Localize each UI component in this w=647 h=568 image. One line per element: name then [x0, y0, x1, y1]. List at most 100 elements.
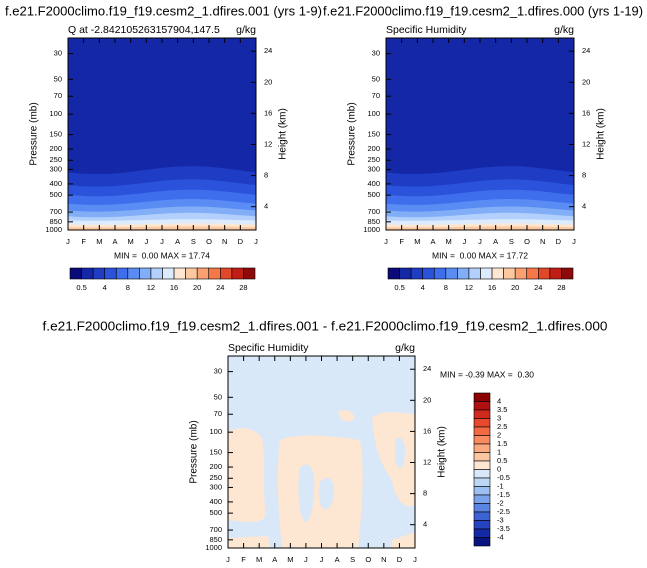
colorbar-label: 20	[193, 283, 201, 292]
contour-region	[228, 536, 270, 548]
colorbar-box	[399, 267, 412, 280]
colorbar-box	[92, 267, 105, 280]
x-tick-label: N	[381, 555, 386, 564]
y-tick-label: 300	[49, 164, 62, 173]
y2-tick-label: 20	[264, 77, 272, 86]
colorbar-label: -2	[497, 498, 504, 507]
x-tick-label: D	[556, 237, 562, 246]
colorbar-box	[514, 267, 528, 280]
colorbar-box	[473, 520, 491, 530]
colorbar-box	[115, 267, 129, 280]
chart-title: f.e21.F2000climo.f19_f19.cesm2_1.dfires.…	[323, 3, 643, 18]
x-tick-label: A	[493, 237, 498, 246]
y2-tick-label: 16	[264, 108, 272, 117]
x-tick-label: D	[397, 555, 403, 564]
colorbar-box	[410, 267, 423, 280]
x-tick-label: O	[524, 237, 530, 246]
x-tick-label: M	[287, 555, 293, 564]
x-tick-label: M	[96, 237, 102, 246]
y2-tick-label: 16	[423, 426, 431, 435]
x-tick-label: S	[350, 555, 355, 564]
x-tick-label: F	[399, 237, 404, 246]
y-tick-label: 70	[54, 91, 62, 100]
colorbar-box	[473, 503, 491, 513]
colorbar-label: -2.5	[497, 507, 510, 516]
y-tick-label: 500	[367, 190, 380, 199]
x-tick-label: A	[175, 237, 180, 246]
colorbar-box	[220, 267, 233, 280]
subtitle-left: Specific Humidity	[386, 24, 467, 36]
plot-fill	[68, 38, 256, 230]
colorbar-label: -4	[497, 532, 504, 541]
colorbar-box	[387, 267, 400, 280]
y-tick-label: 400	[49, 179, 62, 188]
y2-tick-label: 8	[423, 489, 427, 498]
colorbar-box	[473, 486, 491, 496]
y-tick-label: 850	[367, 217, 380, 226]
colorbar-label: 16	[488, 283, 496, 292]
colorbar-label: 2.5	[497, 422, 507, 431]
colorbar-box	[139, 267, 152, 280]
contour-region	[372, 412, 415, 507]
subtitle-left: Specific Humidity	[228, 342, 309, 354]
y2-tick-label: 4	[264, 202, 268, 211]
colorbar-label: 8	[444, 283, 448, 292]
x-tick-label: N	[540, 237, 545, 246]
colorbar-label: 0.5	[394, 283, 404, 292]
x-tick-label: M	[446, 237, 452, 246]
y-tick-label: 100	[367, 109, 380, 118]
colorbar-label: 0.5	[497, 456, 507, 465]
colorbar-box	[150, 267, 163, 280]
x-tick-label: M	[414, 237, 420, 246]
x-tick-label: D	[238, 237, 244, 246]
x-tick-label: A	[112, 237, 117, 246]
x-tick-label: J	[478, 237, 482, 246]
contour-region	[228, 428, 266, 523]
y-tick-label: 1000	[45, 225, 62, 234]
colorbar-label: -1.5	[497, 490, 510, 499]
colorbar-label: 8	[126, 283, 130, 292]
y2-axis-label: Height (km)	[278, 108, 289, 160]
y-tick-label: 700	[367, 207, 380, 216]
stats: MIN = -0.39 MAX = 0.30	[440, 369, 534, 379]
y2-axis-label: Height (km)	[596, 108, 607, 160]
colorbar-box	[468, 267, 481, 280]
colorbar-box	[526, 267, 539, 280]
colorbar-box	[473, 537, 491, 547]
y2-tick-label: 24	[582, 46, 590, 55]
y2-tick-label: 20	[582, 77, 590, 86]
colorbar-box	[127, 267, 140, 280]
y-tick-label: 50	[54, 74, 62, 83]
stats: MIN = 0.00 MAX = 17.74	[114, 250, 210, 260]
colorbar-box	[243, 267, 256, 280]
colorbar-box	[473, 401, 491, 411]
y-tick-label: 400	[209, 497, 222, 506]
colorbar-box	[162, 267, 175, 280]
x-tick-label: J	[160, 237, 164, 246]
y-tick-label: 700	[49, 207, 62, 216]
x-tick-label: S	[509, 237, 514, 246]
colorbar-label: 28	[557, 283, 565, 292]
colorbar-label: 24	[216, 283, 224, 292]
y-tick-label: 30	[372, 49, 380, 58]
y2-tick-label: 12	[264, 139, 272, 148]
colorbar-box	[473, 477, 491, 487]
x-tick-label: J	[413, 555, 417, 564]
colorbar-label: 4	[421, 283, 425, 292]
colorbar-label: 3.5	[497, 405, 507, 414]
colorbar-label: 12	[147, 283, 155, 292]
colorbar-box	[433, 267, 447, 280]
y-tick-label: 250	[367, 155, 380, 164]
colorbar-box	[549, 267, 562, 280]
x-tick-label: J	[66, 237, 70, 246]
colorbar-label: 28	[239, 283, 247, 292]
colorbar-label: -3.5	[497, 524, 510, 533]
colorbar-box	[69, 267, 82, 280]
colorbar-label: 24	[534, 283, 542, 292]
y-tick-label: 150	[209, 448, 222, 457]
x-tick-label: J	[226, 555, 230, 564]
x-tick-label: A	[430, 237, 435, 246]
y2-tick-label: 12	[423, 457, 431, 466]
